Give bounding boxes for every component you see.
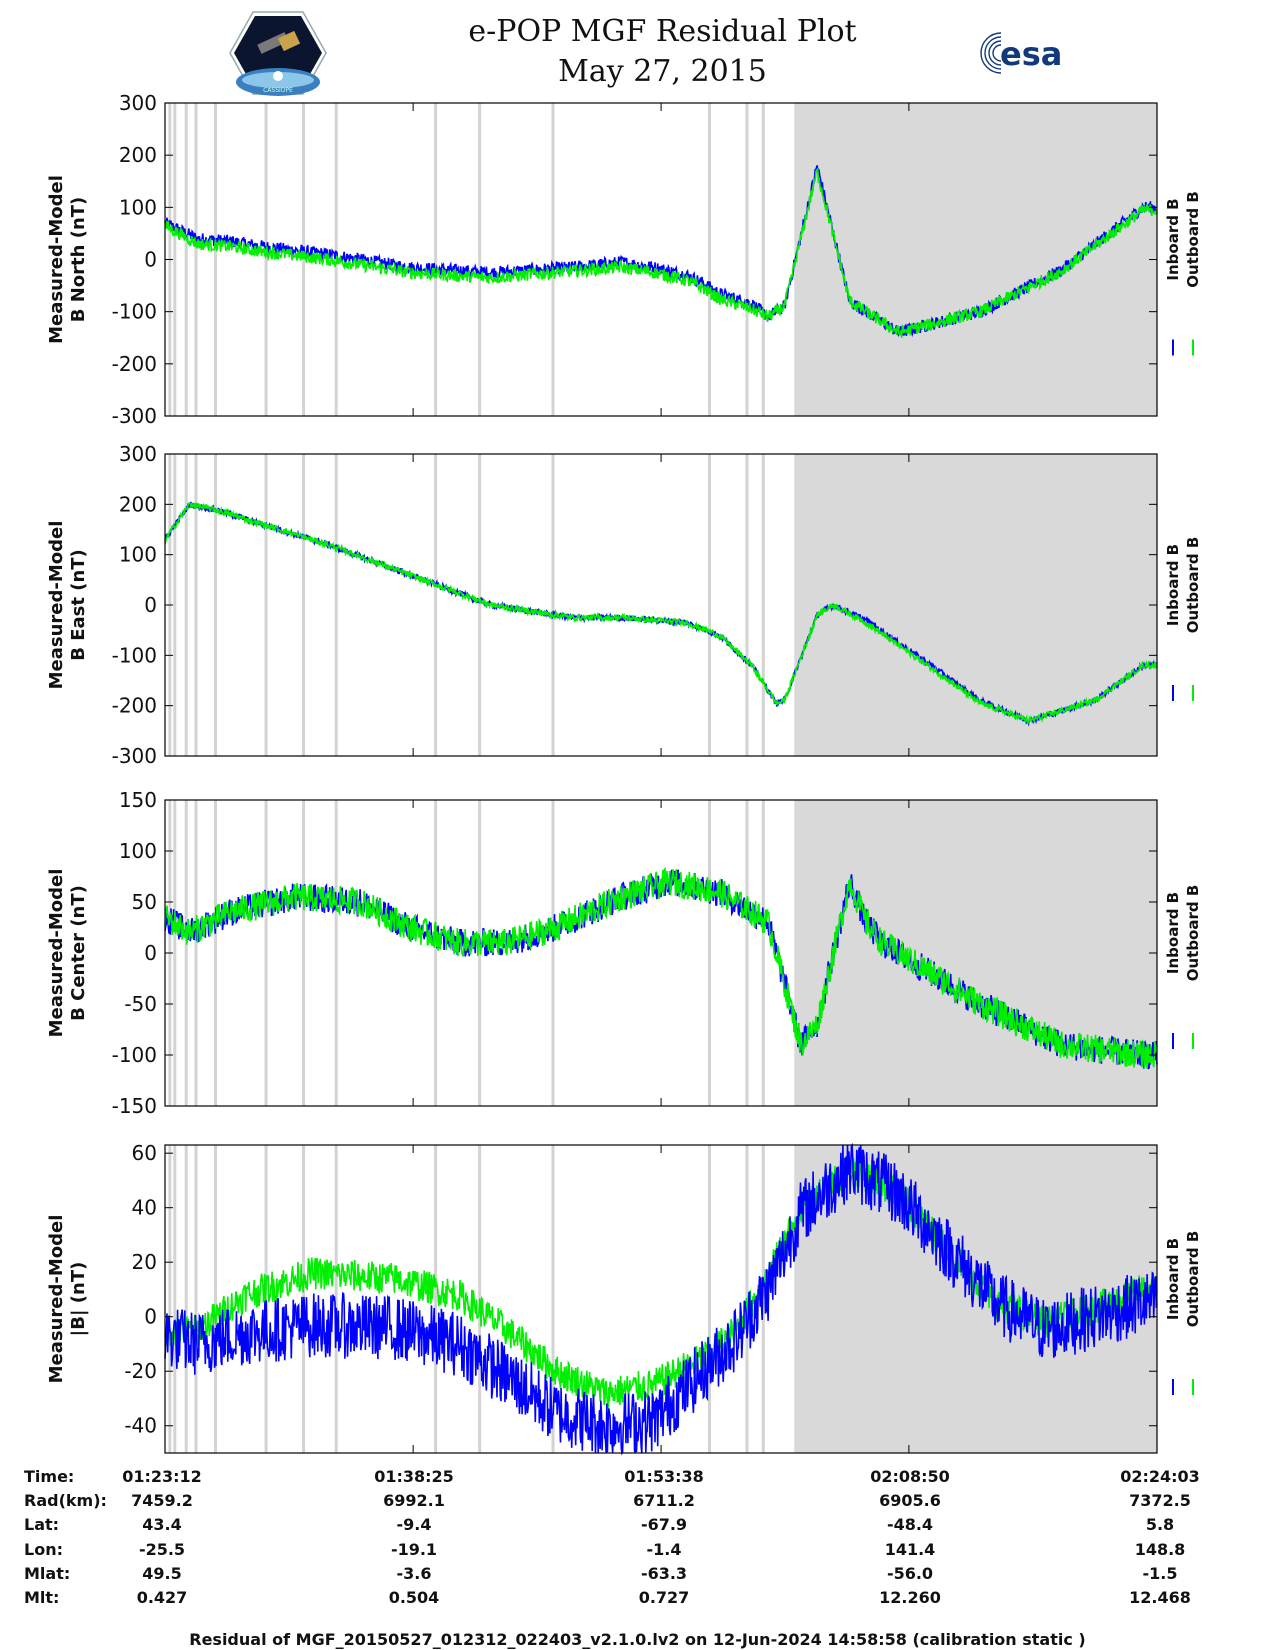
shaded-region <box>794 454 1157 756</box>
y-axis-label-line2: B North (nT) <box>68 197 89 323</box>
orbit-value: 6992.1 <box>383 1491 445 1510</box>
orbit-value: -67.9 <box>640 1515 688 1534</box>
series-line-outboard-b <box>164 866 1158 1069</box>
legend-label-outboard: Outboard B <box>1184 191 1202 288</box>
y-tick-label: -300 <box>112 744 157 768</box>
legend-label-inboard: Inboard B <box>1164 544 1182 626</box>
y-tick-label: 300 <box>119 91 157 115</box>
series-line-outboard-b <box>164 501 1158 725</box>
esa-logo-text: esa <box>1000 35 1062 73</box>
y-axis-label-line1: Measured-Model <box>46 521 67 690</box>
shaded-region <box>794 103 1157 416</box>
legend-label-inboard: Inboard B <box>1164 892 1182 974</box>
legend-label-outboard: Outboard B <box>1184 537 1202 634</box>
y-axis-label-line1: Measured-Model <box>46 1215 67 1384</box>
orbit-value: 6711.2 <box>633 1491 695 1510</box>
orbit-value: -9.4 <box>396 1515 432 1534</box>
y-tick-label: 50 <box>132 890 157 914</box>
orbit-value: -1.4 <box>646 1540 682 1559</box>
panel-4: -40 -20 0 20 40 60 Measured-Model |B| (nT) Inboa… <box>46 1141 1202 1456</box>
y-tick-label: 150 <box>119 788 157 812</box>
y-tick-label: 20 <box>132 1250 157 1274</box>
chart-title-line1: e-POP MGF Residual Plot <box>468 14 857 49</box>
orbit-value: -63.3 <box>640 1564 688 1583</box>
y-axis-label-line1: Measured-Model <box>46 869 67 1038</box>
y-axis-label-line1: Measured-Model <box>46 175 67 344</box>
orbit-value: 01:38:25 <box>374 1467 454 1486</box>
y-tick-label: 0 <box>144 593 157 617</box>
orbit-value: 12.468 <box>1129 1588 1191 1607</box>
footer-caption: Residual of MGF_20150527_012312_022403_v… <box>189 1630 1086 1649</box>
y-tick-label: -100 <box>112 300 157 324</box>
orbit-value: 43.4 <box>142 1515 182 1534</box>
orbit-value: -3.6 <box>396 1564 432 1583</box>
series-line-inboard-b <box>164 1142 1158 1456</box>
orbit-value: 5.8 <box>1145 1515 1175 1534</box>
orbit-row-label: Lat: <box>24 1515 60 1534</box>
cassiope-logo-text: CASSIOPE <box>263 87 293 94</box>
y-tick-label: 100 <box>119 543 157 567</box>
y-tick-label: -20 <box>124 1359 157 1383</box>
orbit-value: -48.4 <box>886 1515 934 1534</box>
y-tick-label: 200 <box>119 143 157 167</box>
orbit-value: 02:24:03 <box>1120 1467 1200 1486</box>
y-tick-label: 300 <box>119 442 157 466</box>
y-tick-label: -100 <box>112 1043 157 1067</box>
y-tick-label: 100 <box>119 839 157 863</box>
orbit-value: 01:53:38 <box>624 1467 704 1486</box>
y-tick-label: 200 <box>119 492 157 516</box>
orbit-value: 7372.5 <box>1129 1491 1191 1510</box>
orbit-value: -19.1 <box>390 1540 438 1559</box>
y-tick-label: -300 <box>112 404 157 428</box>
orbit-value: -56.0 <box>886 1564 934 1583</box>
panel-2: -300 -200 -100 0 100 200 300 Measured-Model B Ea… <box>46 442 1202 768</box>
orbit-row-label: Lon: <box>24 1540 63 1559</box>
orbit-row-label: Mlt: <box>24 1588 60 1607</box>
orbit-value: -1.5 <box>1142 1564 1178 1583</box>
orbit-value: 01:23:12 <box>122 1467 202 1486</box>
legend-label-outboard: Outboard B <box>1184 885 1202 982</box>
y-tick-label: 40 <box>132 1196 157 1220</box>
legend-label-inboard: Inboard B <box>1164 198 1182 280</box>
y-tick-label: 0 <box>144 941 157 965</box>
y-tick-label: -150 <box>112 1094 157 1118</box>
orbit-value: 12.260 <box>879 1588 941 1607</box>
orbit-value: 02:08:50 <box>870 1467 950 1486</box>
y-axis-label-line2: |B| (nT) <box>68 1262 89 1337</box>
y-tick-label: -100 <box>112 643 157 667</box>
y-tick-label: 60 <box>132 1141 157 1165</box>
y-axis-label-line2: B Center (nT) <box>68 885 89 1021</box>
orbit-value: 141.4 <box>884 1540 936 1559</box>
chart-title-line2: May 27, 2015 <box>558 54 767 89</box>
y-tick-label: 0 <box>144 1305 157 1329</box>
orbit-value: 0.504 <box>388 1588 440 1607</box>
orbit-row-label: Rad(km): <box>24 1491 107 1510</box>
y-tick-label: 100 <box>119 195 157 219</box>
orbit-row-label: Mlat: <box>24 1564 71 1583</box>
orbit-value: 148.8 <box>1134 1540 1186 1559</box>
y-tick-label: -40 <box>124 1414 157 1438</box>
orbit-value: 6905.6 <box>879 1491 941 1510</box>
y-tick-label: -200 <box>112 694 157 718</box>
orbit-value: -25.5 <box>138 1540 186 1559</box>
cassiope-logo: CASSIOPE <box>229 11 327 96</box>
y-tick-label: 0 <box>144 248 157 272</box>
series-line-outboard-b <box>164 166 1158 338</box>
panel-3: -150 -100 -50 0 50 100 150 Measured-Model B Cent… <box>46 788 1202 1118</box>
orbit-value: 7459.2 <box>131 1491 193 1510</box>
esa-logo: esa <box>980 32 1062 74</box>
orbit-value: 0.427 <box>136 1588 188 1607</box>
orbit-value: 0.727 <box>638 1588 690 1607</box>
y-axis-label-line2: B East (nT) <box>68 549 89 661</box>
legend-label-outboard: Outboard B <box>1184 1231 1202 1328</box>
orbit-row-label: Time: <box>24 1467 75 1486</box>
y-tick-label: -50 <box>124 992 157 1016</box>
y-tick-label: -200 <box>112 352 157 376</box>
shaded-region <box>794 800 1157 1106</box>
orbit-value: 49.5 <box>142 1564 182 1583</box>
panel-1: -300 -200 -100 0 100 200 300 Measured-Model B No… <box>46 91 1202 428</box>
legend-label-inboard: Inboard B <box>1164 1238 1182 1320</box>
